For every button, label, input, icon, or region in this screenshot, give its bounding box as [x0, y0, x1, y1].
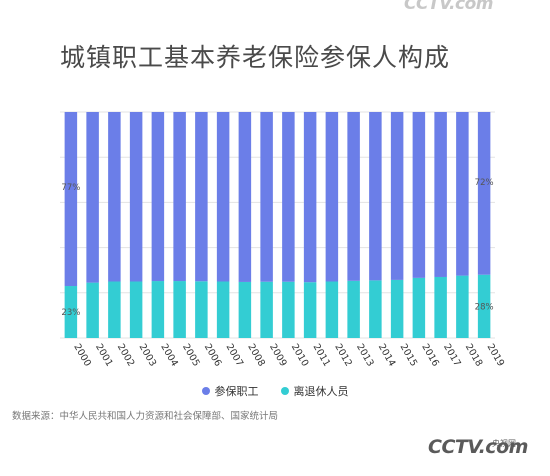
bar-workers-2007: [216, 112, 230, 282]
bar-workers-2012: [325, 112, 339, 282]
bar-retirees-2007: [216, 281, 230, 338]
x-tick-label: 2012: [332, 342, 354, 368]
bar-retirees-2012: [325, 281, 339, 338]
bar-workers-2014: [369, 112, 382, 281]
bar-workers-2011: [303, 112, 317, 283]
bar-workers-2004: [151, 112, 165, 282]
bar-workers-2002: [108, 112, 121, 282]
bar-retirees-2008: [238, 281, 252, 338]
stacked-bar-chart: 2000 2001 2002 2003 2004 2005 2006 2007 2008 2009…: [60, 111, 507, 368]
source-note: 数据来源：中华人民共和国人力资源和社会保障部、国家统计局: [12, 411, 279, 422]
x-tick-label: 2018: [463, 342, 485, 368]
x-tick-label: 2002: [115, 342, 137, 368]
bar-workers-2009: [260, 112, 273, 282]
x-tick-label: 2014: [376, 342, 398, 368]
bar-retirees-2017: [434, 276, 447, 338]
bar-workers-2015: [390, 112, 404, 280]
bar-retirees-2000: [64, 286, 78, 338]
bar-workers-2001: [86, 112, 99, 283]
bar-retirees-2002: [108, 281, 121, 338]
bar-retirees-2010: [282, 281, 295, 338]
bar-workers-2013: [347, 112, 360, 281]
bar-workers-2003: [129, 112, 143, 282]
x-tick-label: 2001: [93, 342, 115, 368]
legend-swatch-retirees: [280, 387, 289, 395]
bar-retirees-2001: [86, 282, 99, 338]
x-tick-label: 2016: [419, 342, 441, 368]
bar-retirees-2004: [151, 281, 165, 338]
bar-retirees-2016: [412, 277, 426, 338]
bar-retirees-2009: [260, 281, 273, 338]
cctv-logo-subtitle: 央视网: [492, 439, 516, 448]
x-tick-label: 2005: [180, 342, 202, 368]
x-tick-label: 2004: [158, 342, 180, 368]
x-tick-label: 2019: [485, 342, 507, 368]
legend-label-workers: 参保职工: [214, 385, 259, 398]
x-tick-label: 2006: [202, 342, 224, 368]
bar-workers-2018: [456, 112, 469, 276]
x-tick-label: 2008: [245, 342, 267, 368]
legend-label-retirees: 离退休人员: [293, 385, 349, 398]
bar-workers-2008: [238, 112, 252, 282]
bar-retirees-2019: [477, 274, 491, 338]
data-label: 28%: [475, 302, 494, 312]
legend: 参保职工 离退休人员: [0, 383, 550, 399]
x-tick-label: 2017: [441, 342, 463, 368]
data-label: 72%: [475, 178, 494, 188]
bar-workers-2016: [412, 112, 426, 278]
x-tick-label: 2010: [289, 342, 311, 368]
x-tick-label: 2015: [398, 342, 420, 368]
bar-retirees-2006: [195, 281, 208, 338]
x-tick-label: 2007: [224, 342, 246, 368]
bar-retirees-2014: [369, 280, 382, 338]
x-tick-label: 2009: [267, 342, 289, 368]
bar-workers-2005: [173, 112, 186, 282]
chart-title: 城镇职工基本养老保险参保人构成: [60, 43, 451, 72]
bar-workers-2017: [434, 112, 447, 277]
bar-retirees-2015: [390, 279, 404, 338]
bar-retirees-2011: [303, 282, 317, 338]
x-tick-label: 2003: [137, 342, 159, 368]
bar-workers-2010: [282, 112, 295, 282]
bar-workers-2006: [195, 112, 208, 282]
legend-item-workers: 参保职工: [201, 383, 259, 399]
x-tick-label: 2011: [311, 342, 333, 368]
bar-retirees-2018: [456, 275, 469, 338]
bar-workers-2019: [477, 112, 491, 275]
bar-retirees-2005: [173, 281, 186, 338]
x-tick-label: 2013: [354, 342, 376, 368]
bar-workers-2000: [64, 112, 78, 287]
watermark-logo: CCTV.com: [404, 0, 494, 14]
data-label: 23%: [61, 308, 80, 318]
x-tick-label: 2000: [71, 342, 93, 368]
data-label: 77%: [61, 183, 80, 193]
legend-swatch-workers: [201, 387, 210, 395]
cctv-logo: CCTV.com: [428, 436, 528, 458]
legend-item-retirees: 离退休人员: [280, 383, 349, 399]
bar-retirees-2013: [347, 280, 360, 338]
bar-retirees-2003: [129, 281, 143, 338]
